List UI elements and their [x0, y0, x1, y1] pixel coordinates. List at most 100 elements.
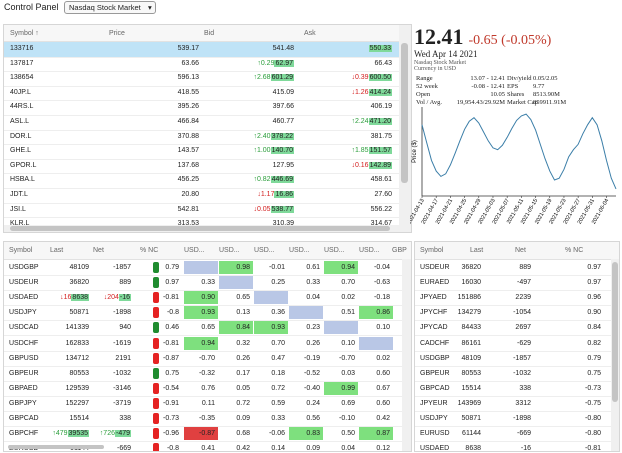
- column-header[interactable]: Net: [93, 247, 104, 254]
- table-row[interactable]: 40JP.L 418.55 415.09 ↓1.26414.24: [4, 86, 399, 102]
- bid-cell: ↑1.00140.70: [253, 144, 294, 157]
- correlation-value: -0.40: [304, 384, 320, 392]
- nc-cell: -0.80: [585, 430, 601, 438]
- table-row[interactable]: 138654 596.13 ↑2.68601.29 ↓0.39600.50: [4, 71, 399, 87]
- price-cell: 63.66: [181, 59, 199, 67]
- nc-cell: -0.75: [585, 399, 601, 407]
- correlation-cell: 0.67: [359, 382, 393, 395]
- symbol-cell: 133716: [10, 45, 34, 52]
- stat-label: Shares: [507, 91, 525, 98]
- table-row[interactable]: 137817 63.66 ↑0.2962.97 66.43: [4, 57, 399, 73]
- table-row[interactable]: GBPJPY 152297 -3719 -0.91 0.11 0.72 0.59 0.24 0.…: [4, 396, 411, 412]
- table-row[interactable]: 44RS.L 395.26 397.66 406.19: [4, 100, 399, 116]
- table-row[interactable]: GBPCAD 15514 338 -0.73: [415, 381, 611, 397]
- symbol-cell: 137817: [10, 59, 34, 67]
- table-row[interactable]: USDAED ↓168638 ↓204-16 -0.81 0.90 0.65 0.04 0.0…: [4, 290, 411, 307]
- symbol-cell: GBPCAD: [420, 384, 450, 392]
- correlation-cell: 0.69: [324, 397, 358, 410]
- table-row[interactable]: JPYCHF 134279 -1054 0.90: [415, 305, 611, 322]
- column-header[interactable]: USD...: [219, 247, 240, 254]
- column-header[interactable]: Symbol ↑: [10, 30, 39, 37]
- bid-value: 16.86: [274, 191, 294, 198]
- column-header[interactable]: % NC: [565, 247, 584, 254]
- column-header[interactable]: Net: [515, 247, 526, 254]
- column-header[interactable]: % NC: [140, 247, 159, 254]
- symbol-cell: USDGBP: [9, 264, 39, 271]
- column-header[interactable]: USD...: [254, 247, 275, 254]
- table-row[interactable]: USDJPY 50871 -1898 -0.80: [415, 411, 611, 428]
- symbol-cell: USDAED: [9, 294, 39, 302]
- table-row[interactable]: HSBA.L 456.25 ↑0.82446.69 458.61: [4, 173, 399, 189]
- correlation-panel: Symbol Last Net % NC USD... USD... USD... USD..…: [3, 241, 412, 452]
- correlation-cell: 0.33: [254, 412, 288, 425]
- table-row[interactable]: EURAED 16030 -497 0.97: [415, 275, 611, 292]
- nc-cell: -0.91: [163, 399, 179, 407]
- correlation-cell: [359, 336, 393, 350]
- column-header[interactable]: Symbol: [420, 247, 444, 254]
- correlation-cell: -0.87: [184, 427, 218, 441]
- table-header-bg: [4, 25, 399, 42]
- table-row[interactable]: GPOR.L 137.68 127.95 ↓0.16142.89: [4, 159, 399, 175]
- column-header[interactable]: USD...: [359, 247, 380, 254]
- table-row[interactable]: ASL.L 466.84 460.77 ↑2.24471.20: [4, 115, 399, 131]
- symbol-cell: JDT.L: [10, 191, 28, 198]
- bid-cell: ↑0.82446.69: [253, 173, 294, 186]
- table-row[interactable]: JPYEUR 143969 3312 -0.75: [415, 396, 611, 412]
- table-row[interactable]: JPYCAD 84433 2697 0.84: [415, 320, 611, 337]
- table-row[interactable]: GBPEUR 80553 -1032 0.75 -0.32 0.17 0.18 -0.52 0.…: [4, 366, 411, 382]
- table-row[interactable]: EURUSD 61144 -669 -0.80: [415, 426, 611, 443]
- table-row[interactable]: USDEUR 36820 889 0.97: [415, 260, 611, 277]
- table-row[interactable]: CADCHF 86161 -629 0.82: [415, 336, 611, 352]
- column-header[interactable]: USD...: [184, 247, 205, 254]
- last-cell: 84433: [461, 324, 481, 332]
- h-scroll-thumb: [10, 226, 390, 231]
- market-select[interactable]: Nasdaq Stock Market ▾: [64, 1, 156, 14]
- table-row[interactable]: USDEUR 36820 889 0.97 0.33 0.25 0.33 0.70 -0.63: [4, 275, 411, 292]
- column-header[interactable]: Last: [50, 247, 64, 254]
- table-header-bg: [4, 242, 411, 260]
- table-row[interactable]: USDCAD 141339 940 0.46 0.65 0.84 0.93 0.23 0.10: [4, 320, 411, 337]
- nc-cell: -0.73: [585, 384, 601, 392]
- table-row[interactable]: GBPCHF ↑47939535 ↑726-479 -0.96 -0.87 0.68 -0.…: [4, 426, 411, 443]
- ask-cell: 27.60: [374, 188, 392, 201]
- table-row[interactable]: GHE.L 143.57 ↑1.00140.70 ↑1.85151.57: [4, 144, 399, 160]
- column-header[interactable]: GBP: [392, 247, 407, 254]
- correlation-cell: 0.72: [254, 382, 288, 395]
- column-header[interactable]: Last: [470, 247, 484, 254]
- table-row[interactable]: USDJPY 50871 -1898 -0.8 0.93 0.13 0.36 0.51 0.86: [4, 305, 411, 322]
- correlation-value: 0.09: [306, 445, 320, 452]
- net-cell: -1898: [513, 415, 531, 422]
- table-row[interactable]: USDAED 8638 -16 -0.81: [415, 441, 611, 451]
- table-row[interactable]: JDT.L 20.80 ↓1.1716.86 27.60: [4, 188, 399, 204]
- correlation-value: 0.69: [341, 399, 355, 407]
- column-header[interactable]: Bid: [204, 30, 215, 37]
- table-row[interactable]: USDGBP 48109 -1857 0.79: [415, 351, 611, 367]
- net-cell: 338: [519, 384, 531, 392]
- column-header[interactable]: USD...: [324, 247, 345, 254]
- last-cell: 48109: [70, 261, 89, 274]
- table-row[interactable]: JPYAED 151886 2239 0.96: [415, 290, 611, 307]
- correlation-value: 0.94: [341, 264, 355, 271]
- table-row[interactable]: USDCHF 162833 -1619 -0.81 0.94 0.32 0.70 0.26 0.…: [4, 336, 411, 352]
- table-row[interactable]: GBPAED 129539 -3146 -0.54 0.76 0.05 0.72 -0.40 0…: [4, 381, 411, 397]
- nc-cell: -0.80: [585, 415, 601, 422]
- table-row[interactable]: GBPEUR 80553 -1032 0.75: [415, 366, 611, 382]
- table-row[interactable]: JSI.L 542.81 ↓0.05538.77 556.22: [4, 203, 399, 219]
- ask-value: 550.33: [368, 45, 392, 52]
- last-value: 162833: [65, 339, 89, 347]
- correlation-cell: 0.09: [219, 412, 253, 425]
- column-header[interactable]: Ask: [304, 30, 316, 37]
- correlation-cell: -0.04: [359, 261, 393, 274]
- column-header[interactable]: Price: [109, 30, 125, 37]
- symbol-cell: USDGBP: [420, 354, 450, 362]
- table-row[interactable]: DOR.L 370.88 ↑2.40378.22 381.75: [4, 130, 399, 146]
- table-row[interactable]: GBPCAD 15514 338 -0.73 -0.35 0.09 0.33 0.56 -0.1…: [4, 411, 411, 428]
- column-header[interactable]: Symbol: [9, 247, 33, 254]
- correlation-cell: 0.68: [219, 427, 253, 440]
- bid-cell: 460.77: [273, 115, 294, 128]
- table-row[interactable]: USDGBP 48109 -1857 0.79 0.98 -0.01 0.61 0.94 -0.…: [4, 260, 411, 277]
- column-header[interactable]: USD...: [289, 247, 310, 254]
- table-row[interactable]: GBPUSD 134712 2191 -0.87 -0.70 0.26 0.47 -0.19 -…: [4, 351, 411, 367]
- net-cell: -1857: [113, 261, 131, 274]
- table-row[interactable]: 133716 539.17 541.48 550.33: [4, 42, 399, 58]
